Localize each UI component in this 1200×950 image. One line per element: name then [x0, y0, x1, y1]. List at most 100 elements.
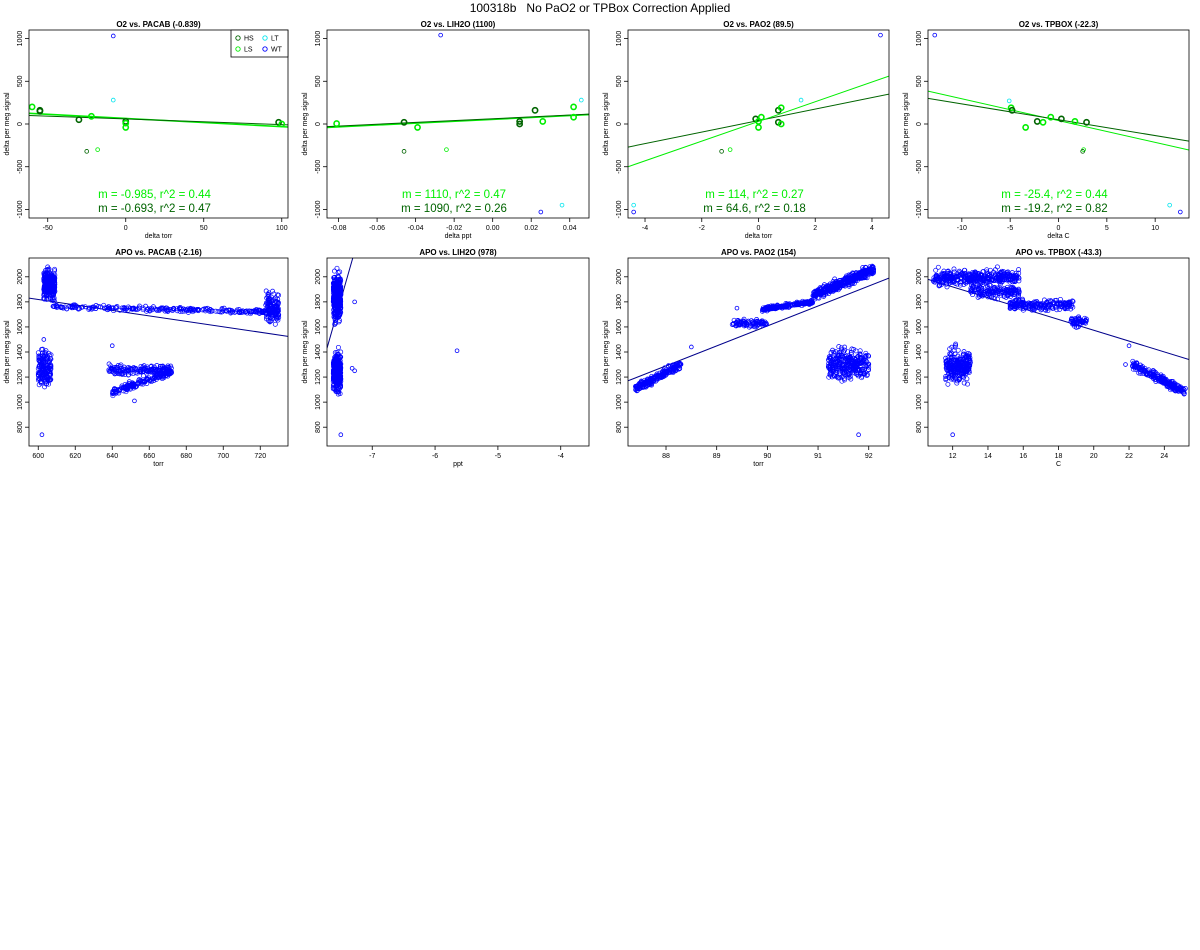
data-point	[1175, 388, 1181, 394]
chart-o2-pacab: O2 vs. PACAB (-0.839)-50 0 50 100-1000-5000…	[4, 20, 289, 240]
y-tick-label: -500	[916, 160, 923, 174]
data-point	[45, 284, 51, 290]
plot-area	[928, 264, 1189, 438]
data-point	[992, 272, 998, 278]
data-point	[122, 385, 128, 391]
y-tick-label: 500	[616, 75, 623, 87]
y-tick-label: 1000	[17, 31, 24, 47]
data-point	[860, 267, 866, 273]
data-point	[133, 306, 138, 312]
data-point	[156, 308, 162, 313]
data-point	[941, 268, 947, 274]
plot-frame	[326, 29, 590, 219]
data-point	[981, 275, 987, 281]
y-tick-label: 500	[916, 75, 923, 87]
data-point	[51, 298, 57, 304]
data-point	[334, 297, 340, 303]
data-point	[799, 303, 805, 309]
data-point	[130, 371, 136, 377]
data-point	[976, 292, 982, 298]
data-point	[331, 298, 337, 304]
x-tick-label: 12	[949, 453, 957, 460]
x-tick-label: 89	[713, 453, 721, 460]
data-point	[751, 320, 757, 326]
data-point	[187, 305, 193, 311]
plot-area	[29, 33, 288, 154]
data-point	[1005, 292, 1010, 298]
data-point	[1043, 307, 1049, 313]
data-point	[957, 355, 963, 361]
data-point	[126, 379, 132, 385]
data-point	[142, 367, 148, 373]
data-point	[734, 322, 740, 328]
data-point	[853, 356, 859, 362]
data-point	[676, 361, 682, 367]
data-point	[789, 302, 795, 308]
data-point	[1052, 304, 1058, 310]
y-tick-label: -500	[17, 160, 24, 174]
data-point	[331, 361, 337, 367]
data-point	[43, 350, 48, 356]
data-point	[1054, 307, 1060, 313]
data-point	[570, 113, 577, 121]
x-tick-label: -50	[43, 225, 53, 232]
data-point	[332, 321, 338, 327]
data-point	[39, 361, 45, 367]
data-point	[111, 308, 117, 314]
data-point	[195, 307, 201, 312]
data-point	[966, 272, 972, 278]
chart-title: APO vs. PACAB (-2.16)	[115, 248, 202, 257]
data-point	[808, 299, 814, 305]
x-tick-label: 640	[106, 453, 118, 460]
data-point	[87, 306, 93, 311]
data-point	[1044, 299, 1050, 305]
data-point	[1178, 209, 1183, 215]
y-tick-label: 1600	[17, 319, 24, 335]
legend-label: LT	[271, 36, 279, 43]
data-point	[1016, 290, 1022, 296]
data-point	[847, 364, 853, 370]
y-tick-label: 1000	[315, 394, 322, 410]
data-point	[991, 285, 997, 291]
x-axis-label: delta C	[1047, 233, 1069, 240]
data-point	[190, 306, 196, 312]
x-tick-label: -2	[699, 225, 705, 232]
data-point	[655, 373, 661, 379]
x-tick-label: 22	[1125, 453, 1133, 460]
data-point	[863, 350, 869, 356]
data-point	[878, 32, 883, 38]
x-tick-label: 88	[662, 453, 670, 460]
y-tick-label: 1000	[315, 31, 322, 47]
x-tick-label: -7	[369, 453, 375, 460]
data-point	[1016, 278, 1022, 284]
data-point	[75, 116, 83, 124]
data-point	[153, 376, 159, 382]
data-point	[41, 270, 47, 276]
data-point	[985, 286, 991, 292]
data-point	[961, 267, 967, 273]
data-point	[1031, 306, 1037, 311]
data-point	[335, 389, 341, 395]
data-point	[859, 275, 864, 281]
data-point	[965, 351, 971, 356]
data-point	[948, 270, 954, 276]
data-point	[830, 347, 836, 353]
y-tick-label: 500	[17, 75, 24, 87]
data-point	[1029, 305, 1035, 311]
data-point	[51, 274, 57, 280]
data-point	[962, 370, 967, 376]
data-point	[43, 370, 49, 376]
x-tick-label: 4	[870, 225, 874, 232]
data-point	[845, 370, 851, 376]
x-tick-label: 2	[813, 225, 817, 232]
data-point	[336, 319, 342, 325]
y-tick-label: -500	[616, 160, 623, 174]
data-point	[1141, 371, 1146, 377]
data-point	[334, 355, 340, 361]
data-point	[850, 270, 856, 276]
y-axis-label: delta per meg signal	[302, 320, 309, 383]
data-point	[1171, 384, 1177, 390]
data-point	[943, 355, 949, 361]
data-point	[110, 33, 116, 39]
data-point	[95, 147, 100, 152]
